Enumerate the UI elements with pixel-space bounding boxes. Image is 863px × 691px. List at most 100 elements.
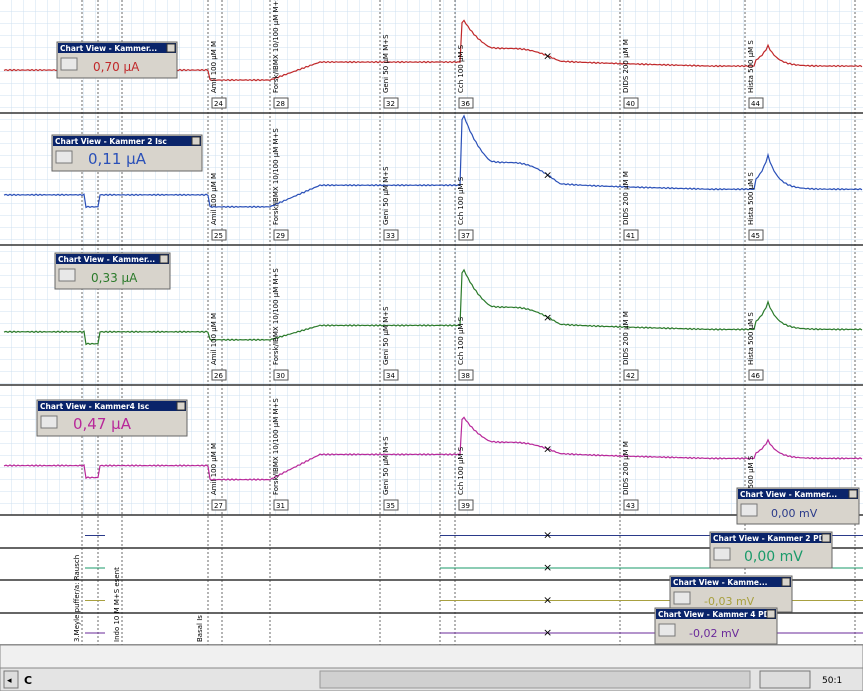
event-number: 36 [461,100,470,108]
popup-titlebar [38,401,186,411]
event-number: 45 [751,232,760,240]
event-number-box [748,229,764,241]
popup-value: -0,03 mV [704,595,755,608]
popup-button[interactable] [60,57,78,71]
popup-close[interactable] [191,136,201,146]
event-number-box [383,369,399,381]
popup-button[interactable] [658,623,676,637]
popup-titlebar [656,609,776,619]
event-number-box [273,369,289,381]
trace [3,416,863,481]
popup-value: 0,47 µA [73,415,132,433]
popup-close[interactable] [766,609,776,619]
event-number: 40 [626,100,635,108]
cursor-mark: × [543,529,552,542]
event-number-box [458,369,474,381]
scroll-left-icon: ◂ [7,676,12,686]
cursor-mark: × [543,443,552,456]
popup-close[interactable] [848,489,858,499]
popup-value: -0,02 mV [689,627,740,640]
popup-close[interactable] [821,533,831,543]
popup-close[interactable] [781,577,791,587]
popup-button[interactable] [40,415,58,429]
event-number-box [211,97,227,109]
event-number-box [748,97,764,109]
popup-close[interactable] [166,43,176,53]
event-label: Cch 100 µM S [457,44,465,93]
popup-titlebar [56,254,169,264]
event-label: Amil 100 µM M [210,41,218,93]
event-number: 33 [386,232,395,240]
event-label: DIDS 200 µM M [622,441,630,495]
event-number-box [458,499,474,511]
event-label: Amil 100 µM M [210,443,218,495]
event-label: Forsk/IBMX 10/100 µM M+S [272,398,280,495]
event-number: 35 [386,502,395,510]
zoom-controls[interactable] [759,670,811,689]
event-number-box [383,499,399,511]
popup-close[interactable] [159,254,169,264]
event-number: 37 [461,232,470,240]
event-label: Hista 500 µM S [747,172,755,225]
event-number: 31 [276,502,285,510]
popup-title: Chart View - Kammer 2 Isc [55,137,167,146]
event-label: Cch 100 µM S [457,176,465,225]
event-label: Hista 500 µM S [747,40,755,93]
event-number: 25 [214,232,223,240]
popup-button[interactable] [673,591,691,605]
event-number-box [383,97,399,109]
popup-titlebar [53,136,201,146]
event-number: 41 [626,232,635,240]
popup-titlebar [711,533,831,543]
popup-button[interactable] [58,268,76,282]
popup-titlebar [738,489,858,499]
popup-titlebar [58,43,176,53]
popup-button[interactable] [740,503,758,517]
popup-button[interactable] [55,150,73,164]
event-number: 27 [214,502,223,510]
event-number: 32 [386,100,395,108]
event-label: Geni 50 µM M+S [382,34,390,93]
popup-titlebar [671,577,791,587]
event-number: 29 [276,232,285,240]
popup-value: 0,00 mV [771,507,818,520]
event-number: 26 [214,372,223,380]
event-number-box [748,369,764,381]
event-number-box [458,97,474,109]
event-number-box [273,229,289,241]
event-number-box [458,229,474,241]
event-number: 34 [386,372,395,380]
scroll-left[interactable] [3,670,19,689]
event-label: DIDS 200 µM M [622,39,630,93]
event-label: Forsk/IBMX 10/100 µM M+S [272,0,280,93]
popup-title: Chart View - Kamme... [673,578,768,587]
event-number: 39 [461,502,470,510]
event-number-box [623,499,639,511]
event-number: 43 [626,502,635,510]
cursor-mark: × [543,626,552,639]
time-axis [0,644,863,669]
popup-close[interactable] [176,401,186,411]
event-label: Indo 10 M M+S esent [113,567,121,642]
event-label: DIDS 200 µM M [622,311,630,365]
popup-title: Chart View - Kammer4 Isc [40,402,149,411]
event-number: 24 [214,100,223,108]
event-number-box [623,369,639,381]
popup-button[interactable] [713,547,731,561]
popup-value: 0,11 µA [88,150,147,168]
cursor-mark: × [543,311,552,324]
scroll-thumb[interactable] [319,670,751,689]
event-label: Geni 50 µM M+S [382,306,390,365]
popup-title: Chart View - Kammer 4 PD [658,610,770,619]
popup-title: Chart View - Kammer... [60,44,157,53]
event-number-box [211,499,227,511]
event-number-box [623,229,639,241]
event-label: Amil 100 µM M [210,313,218,365]
event-label: a 500 µM S [747,455,755,495]
event-number-box [211,369,227,381]
event-number: 46 [751,372,760,380]
event-number-box [273,97,289,109]
event-label: Geni 50 µM M+S [382,166,390,225]
event-number-box [383,229,399,241]
